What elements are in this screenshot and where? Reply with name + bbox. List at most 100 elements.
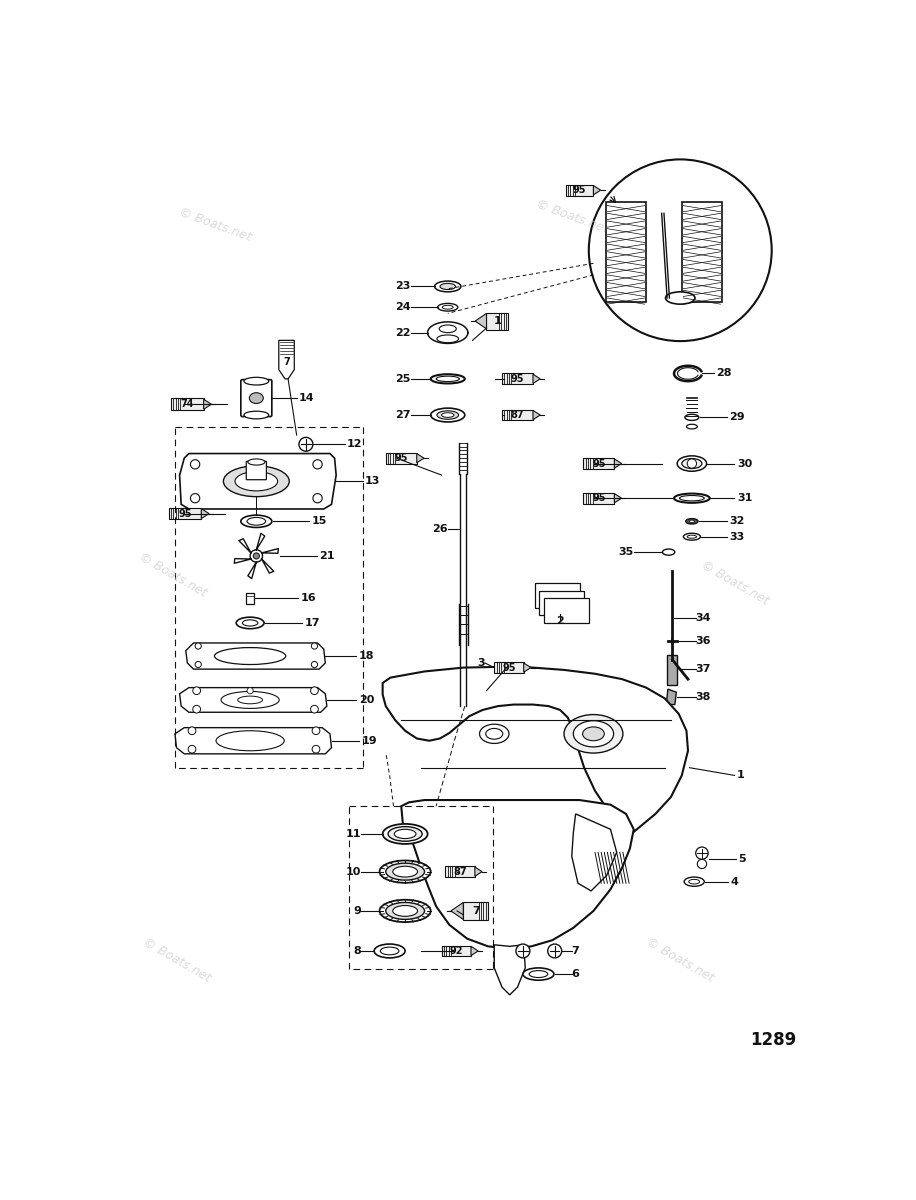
Ellipse shape <box>380 947 399 955</box>
Circle shape <box>313 460 322 469</box>
FancyBboxPatch shape <box>583 458 615 469</box>
Text: 11: 11 <box>345 829 361 839</box>
Ellipse shape <box>393 906 418 917</box>
Text: 95: 95 <box>592 493 605 503</box>
Circle shape <box>516 944 529 958</box>
FancyBboxPatch shape <box>486 313 508 330</box>
Circle shape <box>247 688 253 694</box>
Polygon shape <box>417 454 424 463</box>
Text: 95: 95 <box>572 185 586 196</box>
Text: 18: 18 <box>359 652 374 661</box>
Text: 28: 28 <box>716 368 731 378</box>
Polygon shape <box>256 533 265 550</box>
FancyBboxPatch shape <box>442 946 471 956</box>
Circle shape <box>311 686 319 695</box>
Text: 22: 22 <box>395 328 410 337</box>
Ellipse shape <box>440 325 456 332</box>
Polygon shape <box>451 902 463 919</box>
Ellipse shape <box>689 880 700 884</box>
Ellipse shape <box>573 721 614 746</box>
FancyBboxPatch shape <box>544 599 589 623</box>
Ellipse shape <box>666 292 695 304</box>
Ellipse shape <box>216 731 284 751</box>
Ellipse shape <box>674 493 710 503</box>
Polygon shape <box>203 400 212 409</box>
Text: 8: 8 <box>354 946 361 956</box>
Text: 24: 24 <box>395 302 410 312</box>
Text: 23: 23 <box>395 282 410 292</box>
Circle shape <box>195 661 202 667</box>
Text: 74: 74 <box>180 400 194 409</box>
Ellipse shape <box>214 648 286 665</box>
Polygon shape <box>615 458 622 468</box>
Circle shape <box>191 493 200 503</box>
Polygon shape <box>262 559 274 574</box>
Polygon shape <box>667 655 677 684</box>
Text: 1289: 1289 <box>750 1031 797 1049</box>
Text: 95: 95 <box>395 454 408 463</box>
Text: 4: 4 <box>731 877 738 887</box>
Text: 29: 29 <box>729 413 745 422</box>
Ellipse shape <box>394 829 416 839</box>
Polygon shape <box>248 562 256 578</box>
Polygon shape <box>234 559 251 563</box>
Ellipse shape <box>374 944 405 958</box>
FancyBboxPatch shape <box>171 398 203 410</box>
Ellipse shape <box>243 620 258 626</box>
Polygon shape <box>239 539 251 553</box>
Circle shape <box>697 859 706 869</box>
Bar <box>605 202 646 302</box>
Ellipse shape <box>436 376 460 382</box>
Circle shape <box>312 745 320 754</box>
Circle shape <box>687 458 696 468</box>
Ellipse shape <box>662 550 675 556</box>
Text: 87: 87 <box>453 866 467 877</box>
Ellipse shape <box>442 305 453 310</box>
Ellipse shape <box>431 408 464 422</box>
Text: 7: 7 <box>572 946 580 956</box>
FancyBboxPatch shape <box>169 508 202 520</box>
Polygon shape <box>180 688 327 713</box>
Text: 95: 95 <box>511 374 524 384</box>
Ellipse shape <box>431 374 464 384</box>
Polygon shape <box>428 322 468 343</box>
Text: 15: 15 <box>311 516 327 527</box>
Text: © Boats.net: © Boats.net <box>136 551 209 600</box>
Text: 33: 33 <box>729 532 745 541</box>
FancyBboxPatch shape <box>502 373 533 384</box>
Ellipse shape <box>686 425 697 428</box>
Ellipse shape <box>224 466 289 497</box>
Polygon shape <box>186 643 325 670</box>
Text: 92: 92 <box>450 946 463 956</box>
Ellipse shape <box>689 520 694 522</box>
Text: 87: 87 <box>511 410 524 420</box>
Ellipse shape <box>236 617 264 629</box>
Ellipse shape <box>442 413 454 418</box>
FancyBboxPatch shape <box>445 866 474 877</box>
Bar <box>246 593 254 604</box>
Circle shape <box>299 437 313 451</box>
Text: 32: 32 <box>729 516 745 527</box>
Circle shape <box>313 493 322 503</box>
Circle shape <box>188 745 196 754</box>
Ellipse shape <box>485 728 503 739</box>
Polygon shape <box>475 313 486 329</box>
Text: 1: 1 <box>736 770 745 780</box>
Polygon shape <box>594 186 601 194</box>
Text: 95: 95 <box>502 662 516 672</box>
Circle shape <box>191 460 200 469</box>
FancyBboxPatch shape <box>535 583 580 607</box>
Text: 6: 6 <box>572 970 580 979</box>
Text: 10: 10 <box>345 866 361 877</box>
Text: 26: 26 <box>432 524 448 534</box>
Ellipse shape <box>677 456 706 472</box>
Text: 35: 35 <box>618 547 634 557</box>
Text: 20: 20 <box>359 695 374 704</box>
Text: 21: 21 <box>319 551 334 560</box>
Text: © Boats.net: © Boats.net <box>644 936 716 985</box>
Text: 37: 37 <box>696 664 711 674</box>
Circle shape <box>548 944 562 958</box>
FancyBboxPatch shape <box>540 590 584 616</box>
Polygon shape <box>615 493 622 503</box>
Circle shape <box>192 706 201 713</box>
